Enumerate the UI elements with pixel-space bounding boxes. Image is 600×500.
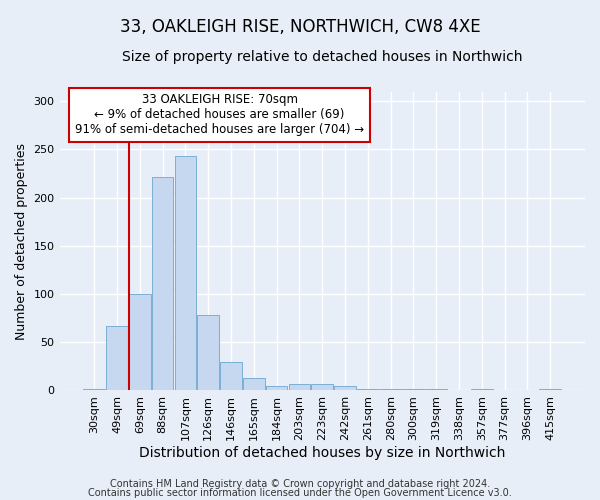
Title: Size of property relative to detached houses in Northwich: Size of property relative to detached ho…: [122, 50, 523, 64]
Text: Contains HM Land Registry data © Crown copyright and database right 2024.: Contains HM Land Registry data © Crown c…: [110, 479, 490, 489]
X-axis label: Distribution of detached houses by size in Northwich: Distribution of detached houses by size …: [139, 446, 505, 460]
Bar: [175, 156, 196, 390]
Bar: [129, 294, 151, 390]
Bar: [83, 388, 105, 390]
Bar: [266, 386, 287, 390]
Text: Contains public sector information licensed under the Open Government Licence v3: Contains public sector information licen…: [88, 488, 512, 498]
Bar: [197, 316, 219, 390]
Bar: [471, 388, 493, 390]
Bar: [289, 384, 310, 390]
Bar: [243, 378, 265, 390]
Text: 33, OAKLEIGH RISE, NORTHWICH, CW8 4XE: 33, OAKLEIGH RISE, NORTHWICH, CW8 4XE: [119, 18, 481, 36]
Text: 33 OAKLEIGH RISE: 70sqm
← 9% of detached houses are smaller (69)
91% of semi-det: 33 OAKLEIGH RISE: 70sqm ← 9% of detached…: [75, 94, 364, 136]
Bar: [425, 388, 447, 390]
Bar: [152, 178, 173, 390]
Bar: [106, 326, 128, 390]
Bar: [403, 388, 424, 390]
Bar: [334, 386, 356, 390]
Bar: [357, 388, 379, 390]
Bar: [220, 362, 242, 390]
Y-axis label: Number of detached properties: Number of detached properties: [15, 142, 28, 340]
Bar: [380, 388, 401, 390]
Bar: [311, 384, 333, 390]
